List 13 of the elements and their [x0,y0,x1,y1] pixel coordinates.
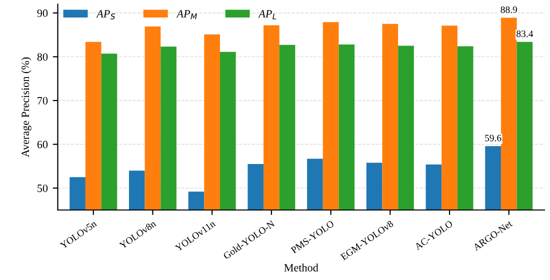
y-tick-label: 80 [37,53,48,61]
y-tick-label: 90 [37,9,48,17]
data-label: 83.4 [516,30,534,38]
y-tick-label: 50 [38,184,48,192]
y-axis-title: Average Precision (%) [21,57,32,158]
legend-label: AP$_{S}$ [96,10,116,20]
y-tick-label: 60 [37,140,48,148]
legend-label: AP$_{L}$ [258,10,276,20]
data-label: 59.6 [485,134,502,142]
y-tick-label: 70 [38,97,48,104]
data-label: 88.9 [500,6,517,14]
legend-label: AP$_{M}$ [176,10,197,20]
x-axis-title: Method [284,264,318,272]
